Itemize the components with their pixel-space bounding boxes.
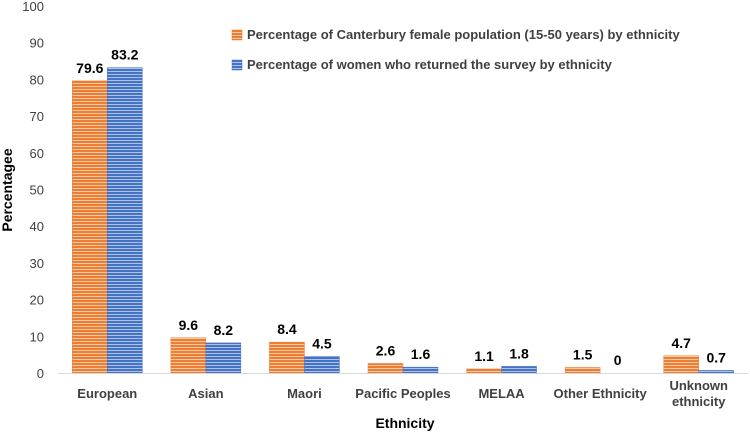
x-category-label: Unknown ethnicity [669,378,728,409]
bar [170,337,207,374]
x-axis-title: Ethnicity [375,415,434,431]
legend-swatch [231,29,243,41]
data-labels: 79.6 9.6 8.4 2.6 1.1 1.5 4.7 83.2 8.2 4.5 1.6 1.8 0 0… [76,47,726,368]
bars [72,67,734,374]
data-label: 4.7 [671,335,691,351]
y-tick-label: 20 [30,293,44,308]
bar [564,367,601,374]
x-category-label: Asian [188,386,223,401]
data-label: 0 [614,352,622,368]
legend-label: Percentage of Canterbury female populati… [247,27,681,42]
x-axis-categories: European Asian Maori Pacific Peoples MELAA Ot… [77,378,728,409]
y-tick-label: 40 [30,219,44,234]
bar [402,366,439,374]
data-label: 2.6 [376,342,396,358]
bar [663,355,699,374]
y-axis-ticks: 0 10 20 30 40 50 60 70 80 90 100 [22,0,44,381]
bar [72,80,108,374]
data-label: 79.6 [76,60,103,76]
data-label: 1.6 [411,346,431,362]
data-label: 4.5 [312,335,332,351]
y-tick-label: 90 [30,36,44,51]
data-label: 8.2 [214,322,234,338]
legend-label: Percentage of women who returned the sur… [247,57,613,72]
data-label: 8.4 [277,321,297,337]
bar [466,368,502,374]
data-label: 9.6 [179,317,199,333]
y-axis-title: Percentagee [0,148,15,231]
x-category-label: Other Ethnicity [554,386,648,401]
y-tick-label: 80 [30,72,44,87]
y-tick-label: 70 [30,109,44,124]
x-category-label: Pacific Peoples [355,386,450,401]
x-category-label: European [77,386,137,401]
y-tick-label: 60 [30,146,44,161]
bar [367,363,404,374]
x-category-label: Maori [287,386,322,401]
bar [205,342,242,374]
bar [107,67,143,374]
data-label: 1.5 [573,346,593,362]
y-tick-label: 0 [37,366,44,381]
y-tick-label: 10 [30,329,44,344]
x-category-label: MELAA [478,386,525,401]
bar [304,356,340,374]
bar [698,370,734,374]
data-label: 1.8 [509,345,529,361]
data-label: 0.7 [706,349,726,365]
bar [501,366,537,374]
y-tick-label: 50 [30,183,44,198]
y-tick-label: 30 [30,256,44,271]
legend-swatch [231,59,243,71]
bar [269,341,305,374]
data-label: 1.1 [474,348,494,364]
legend: Percentage of Canterbury female populati… [231,27,681,72]
data-label: 83.2 [111,47,138,63]
y-tick-label: 100 [22,0,44,14]
